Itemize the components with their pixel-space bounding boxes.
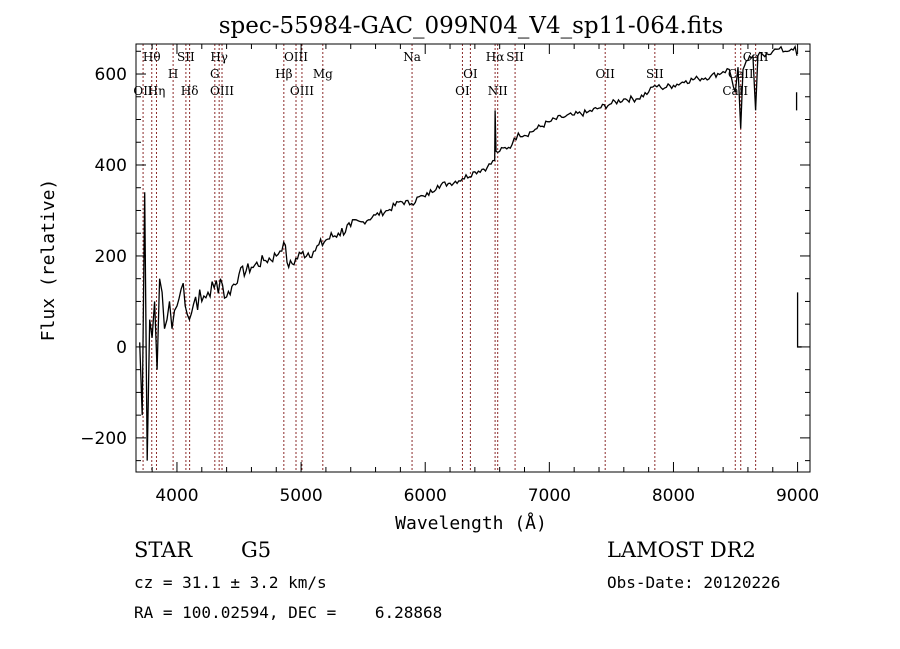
emission-line-label: Hη <box>148 84 166 98</box>
emission-line-label: G <box>210 67 220 81</box>
emission-line-labels: HθOIIHηHSIIHδHγGOIIIHβOIIIOIIIMgNaOIOIHα… <box>133 50 768 98</box>
object-class: STAR <box>134 538 193 562</box>
coordinates-readout: RA = 100.02594, DEC = 6.28868 <box>134 603 443 622</box>
emission-line-label: Hα <box>486 50 505 64</box>
x-axis-label: Wavelength (Å) <box>395 512 547 534</box>
x-tick-label: 4000 <box>155 486 198 506</box>
y-tick-label: 400 <box>95 156 127 176</box>
y-tick-label: −200 <box>80 429 127 449</box>
subclass: G5 <box>241 538 272 562</box>
emission-line-label: SII <box>646 67 664 81</box>
emission-line-label: OIII <box>210 84 234 98</box>
spectrum-line <box>139 44 798 461</box>
emission-line-label: CaII <box>728 67 754 81</box>
emission-line-label: Hδ <box>181 84 199 98</box>
x-tick-label: 9000 <box>776 486 819 506</box>
emission-line-markers <box>142 44 757 472</box>
plot-frame <box>135 43 811 473</box>
emission-line-label: Na <box>403 50 421 64</box>
spectrum-edge-segment <box>795 92 802 348</box>
y-tick-label: 0 <box>116 338 127 358</box>
y-axis-label: Flux (relative) <box>38 179 59 342</box>
emission-line-label: OII <box>596 67 616 81</box>
emission-line-label: SII <box>177 50 195 64</box>
x-tick-label: 6000 <box>404 486 447 506</box>
emission-line-label: OIII <box>284 50 308 64</box>
emission-line-label: SII <box>506 50 524 64</box>
emission-line-label: OIII <box>290 84 314 98</box>
emission-line-label: Hθ <box>143 50 161 64</box>
emission-line-label: OI <box>463 67 478 81</box>
emission-line-label: H <box>168 67 178 81</box>
emission-line-label: Mg <box>313 67 333 81</box>
x-tick-label: 5000 <box>279 486 322 506</box>
x-axis-ticks <box>151 44 799 472</box>
survey-name: LAMOST DR2 <box>607 538 756 562</box>
emission-line-label: NII <box>488 84 508 98</box>
emission-line-label: OII <box>133 84 153 98</box>
emission-line-label: OI <box>455 84 470 98</box>
x-axis-tick-labels: 4000 5000 6000 7000 8000 9000 <box>155 486 819 506</box>
observation-date: Obs-Date: 20120226 <box>607 573 781 592</box>
y-tick-label: 200 <box>95 247 127 267</box>
y-axis-ticks <box>136 50 810 462</box>
y-tick-label: 600 <box>95 65 127 85</box>
x-tick-label: 7000 <box>528 486 571 506</box>
y-axis-tick-labels: −200 0 200 400 600 <box>80 65 127 449</box>
redshift-readout: cz = 31.1 ± 3.2 km/s <box>134 573 327 592</box>
x-tick-label: 8000 <box>652 486 695 506</box>
emission-line-label: Hγ <box>210 50 228 64</box>
chart-title: spec-55984-GAC_099N04_V4_sp11-064.fits <box>219 13 724 39</box>
emission-line-label: Hβ <box>275 67 292 81</box>
